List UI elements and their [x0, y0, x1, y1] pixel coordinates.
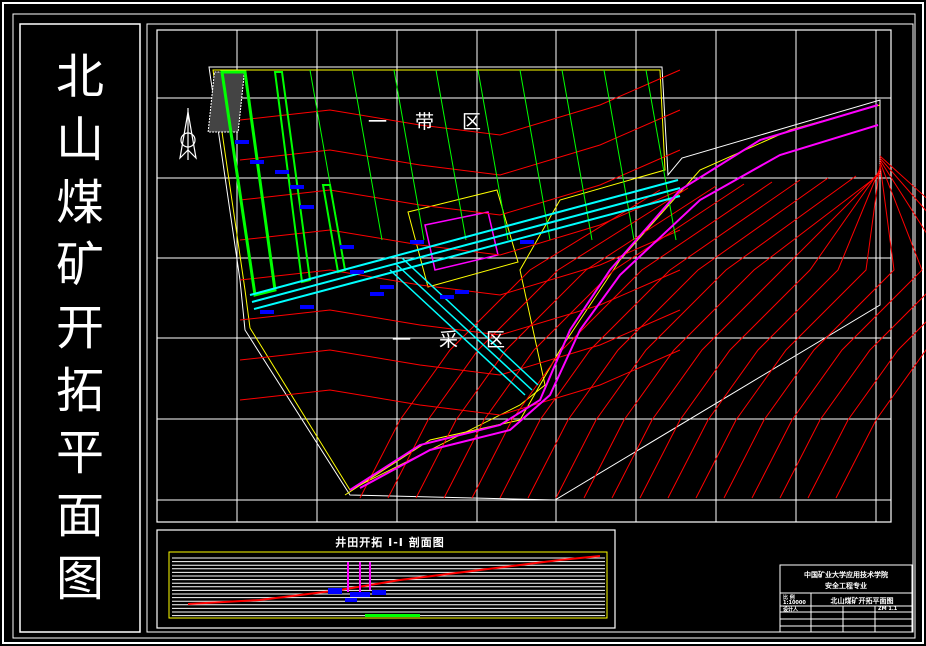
scale-value: 1:10000 — [783, 600, 806, 606]
title-char: 煤 — [55, 174, 104, 231]
section-workings — [328, 588, 386, 602]
section-title: 井田开拓 I-I 剖面图 — [335, 536, 445, 549]
point-label — [350, 270, 364, 274]
north-arrow-icon — [179, 108, 197, 160]
section-boundary — [168, 551, 608, 619]
contour-line — [807, 157, 926, 499]
contour-line — [695, 165, 881, 499]
map-frame — [156, 29, 892, 523]
title-panel-frame — [19, 23, 141, 633]
contour-line — [835, 155, 926, 499]
title-char: 平 — [55, 425, 104, 482]
mine-boundary — [208, 66, 881, 501]
panel-line — [477, 69, 509, 241]
point-label — [275, 170, 289, 174]
title-char: 开 — [55, 299, 104, 356]
point-label — [380, 285, 394, 289]
zone-upper-label: 一带区 — [368, 111, 510, 133]
drawing-name: 北山煤矿开拓平面图 — [830, 597, 894, 605]
section-frame — [156, 529, 616, 629]
contour-line — [499, 179, 801, 499]
coal-seam-line — [187, 555, 601, 605]
point-label — [455, 290, 469, 294]
section-scale-bar — [365, 614, 420, 617]
point-label — [260, 310, 274, 314]
contour-line — [239, 349, 681, 416]
panel-line — [351, 69, 383, 241]
contour-line — [555, 175, 857, 499]
inner-border — [12, 13, 916, 639]
title-block — [779, 564, 913, 633]
point-label — [300, 305, 314, 309]
drawing-title-vertical: 北 山 煤 矿 开 拓 平 面 图 — [20, 24, 140, 632]
shaft-lines — [347, 562, 371, 592]
scale-label: 比 例 — [783, 595, 795, 601]
panel-line — [435, 69, 467, 241]
title-char: 山 — [55, 111, 104, 168]
working-panel — [321, 184, 347, 274]
point-label — [290, 185, 304, 189]
contour-line — [527, 177, 829, 499]
contour-line — [359, 189, 661, 499]
point-label — [300, 205, 314, 209]
point-label — [340, 245, 354, 249]
panel-line — [645, 69, 677, 241]
title-char: 面 — [55, 487, 104, 544]
panel-line — [519, 69, 551, 241]
point-label — [370, 292, 384, 296]
drawing-number: ZM 1.1 — [878, 606, 898, 612]
point-label — [520, 240, 534, 244]
point-labels — [235, 140, 534, 314]
inclined-roadway — [389, 257, 539, 396]
working-panel — [220, 70, 277, 297]
contour-line — [239, 109, 681, 176]
title-char: 图 — [55, 550, 104, 607]
point-label — [250, 160, 264, 164]
title-char: 矿 — [55, 237, 104, 294]
east-boundary — [344, 104, 881, 496]
sheet-frame — [146, 23, 914, 633]
panel-line — [603, 69, 635, 241]
contour-line — [387, 187, 689, 499]
contour-line — [723, 163, 895, 499]
working-panel — [273, 71, 312, 284]
contour-line — [239, 229, 681, 296]
title-char: 北 — [55, 49, 104, 106]
zone-boundary — [212, 69, 666, 491]
contour-lines — [239, 69, 926, 499]
institution-text: 中国矿业大学应用技术学院 — [804, 571, 888, 579]
point-label — [410, 240, 424, 244]
contour-line — [639, 169, 881, 499]
contour-line — [751, 161, 923, 499]
major-text: 安全工程专业 — [825, 582, 867, 590]
designer-label: 设计人 — [783, 607, 799, 613]
contour-line — [239, 69, 681, 136]
panel-line — [393, 69, 425, 241]
contour-line — [239, 309, 681, 376]
title-char: 拓 — [55, 362, 104, 419]
coordinate-grid — [157, 30, 891, 522]
point-label — [235, 140, 249, 144]
district-box — [407, 189, 519, 288]
strata-lines — [172, 557, 605, 617]
fault-lines — [349, 104, 879, 491]
contour-line — [611, 171, 881, 499]
contour-line — [779, 159, 926, 499]
contour-line — [667, 167, 881, 499]
main-roadway — [249, 179, 681, 310]
contour-line — [239, 149, 681, 216]
point-label — [440, 295, 454, 299]
panel-line — [561, 69, 593, 241]
contour-line — [583, 173, 881, 499]
zone-lower-label: 一采区 — [392, 329, 534, 351]
